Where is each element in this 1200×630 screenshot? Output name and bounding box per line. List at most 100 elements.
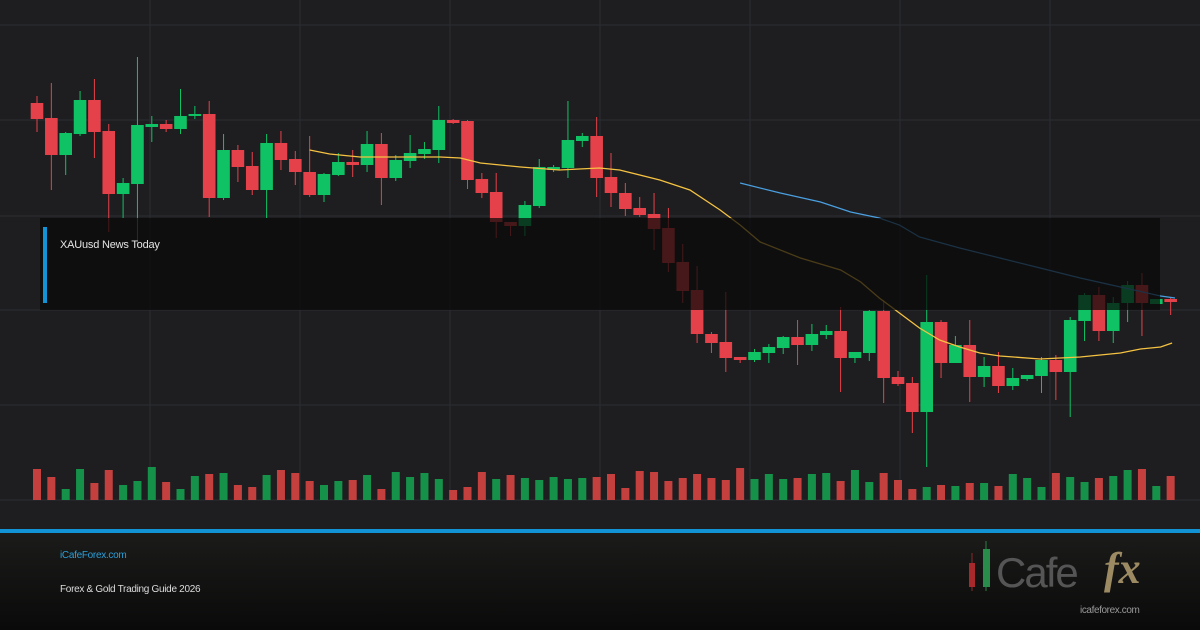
candle-body: [45, 118, 58, 155]
candle-body: [202, 114, 216, 198]
candle-body: [1106, 303, 1120, 331]
volume-bar: [133, 481, 142, 500]
volume-bar: [334, 481, 343, 500]
candle-body: [174, 116, 187, 129]
volume-bar: [951, 486, 960, 500]
volume-bar: [1166, 476, 1175, 500]
news-title-banner: XAUusd News Today: [40, 218, 1160, 310]
volume-bar: [33, 469, 41, 500]
volume-bar: [377, 489, 386, 500]
icafefx-logo: Cafe fx: [969, 541, 1141, 596]
volume-bar: [879, 473, 888, 500]
candle-body: [633, 208, 646, 215]
volume-bar: [678, 478, 687, 500]
candle-body: [719, 342, 733, 358]
candle-body: [260, 143, 273, 190]
volume-bar: [363, 475, 372, 500]
candle-body: [805, 334, 819, 345]
volume-bar: [1123, 470, 1132, 500]
candle-body: [446, 120, 460, 123]
candle-body: [848, 352, 862, 358]
volume-bar: [592, 477, 601, 500]
candle-body: [1049, 360, 1063, 372]
volume-bar: [1037, 487, 1046, 500]
candle-body: [733, 357, 747, 360]
candle-body: [977, 366, 991, 377]
candle-body: [159, 124, 173, 129]
footer: iCafeForex.com Forex & Gold Trading Guid…: [0, 533, 1200, 630]
price-chart[interactable]: XAUusd News Today: [0, 0, 1200, 528]
volume-bar: [779, 479, 788, 500]
volume-bar: [434, 479, 443, 500]
candle-body: [590, 136, 603, 178]
volume-bar: [736, 468, 745, 500]
candle-body: [346, 162, 359, 165]
volume-bar: [520, 478, 529, 500]
volume-bar: [463, 487, 472, 500]
accent-divider: [0, 529, 1200, 533]
candle-body: [1020, 375, 1034, 379]
candle-body: [317, 174, 331, 195]
volume-bar: [1109, 476, 1118, 500]
volume-bar: [535, 480, 544, 500]
candle-body: [877, 311, 890, 378]
candle-body: [116, 183, 130, 194]
candle-body: [920, 322, 933, 412]
volume-bar: [1094, 478, 1103, 500]
candle-body: [619, 193, 632, 209]
volume-bar: [922, 487, 931, 500]
candle-body: [705, 334, 718, 343]
volume-bar: [807, 474, 816, 500]
volume-bar: [61, 489, 70, 500]
volume-bar: [305, 481, 314, 500]
volume-bar: [205, 474, 214, 500]
volume-bar: [348, 480, 357, 500]
candle-body: [375, 144, 388, 178]
volume-bar: [320, 485, 328, 500]
site-link[interactable]: iCafeForex.com: [60, 550, 127, 561]
svg-text:fx: fx: [1104, 544, 1141, 593]
volume-bar: [1080, 482, 1089, 500]
candle-body: [1164, 299, 1177, 302]
volume-bar: [764, 474, 773, 500]
candle-body: [949, 345, 962, 363]
volume-bar: [578, 478, 587, 500]
candle-body: [475, 179, 489, 193]
volume-bar: [693, 474, 702, 500]
volume-bar: [248, 487, 257, 500]
volume-bar: [1051, 473, 1060, 500]
volume-bar: [865, 482, 874, 500]
candle-body: [1035, 360, 1048, 376]
volume-bar: [650, 472, 659, 500]
volume-bar: [406, 477, 415, 500]
candle-body: [30, 103, 44, 119]
candle-body: [791, 337, 804, 345]
candle-body: [547, 167, 560, 170]
candle-body: [489, 192, 503, 222]
volume-bar: [76, 469, 85, 500]
volume-bar: [894, 480, 902, 500]
volume-bar: [563, 479, 572, 500]
logo-url: icafeforex.com: [1080, 605, 1140, 616]
candle-body: [1063, 320, 1077, 372]
volume-bar: [836, 481, 845, 500]
volume-bar: [147, 467, 156, 500]
svg-text:Cafe: Cafe: [996, 549, 1077, 596]
candle-body: [604, 177, 618, 193]
candle-body: [762, 347, 776, 353]
candle-body: [245, 166, 259, 190]
volume-bar: [664, 481, 673, 500]
volume-bar: [635, 471, 644, 500]
guide-title: Forex & Gold Trading Guide 2026: [60, 584, 201, 595]
candle-body: [360, 144, 374, 165]
candle-body: [231, 150, 245, 167]
candle-body: [1006, 378, 1020, 386]
volume-bar: [176, 489, 185, 500]
volume-bar: [721, 480, 730, 500]
accent-bar: [43, 227, 47, 303]
volume-bar: [965, 483, 974, 500]
candle-body: [274, 143, 288, 160]
volume-bar: [492, 479, 501, 500]
candle-body: [906, 383, 919, 412]
candle-body: [59, 133, 72, 155]
